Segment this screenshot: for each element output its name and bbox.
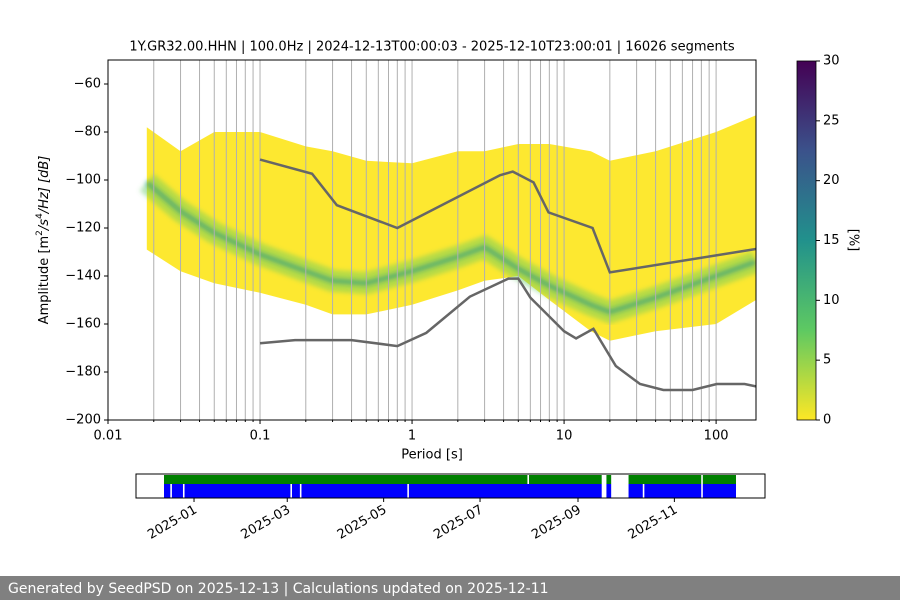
plot-area	[108, 60, 756, 420]
colorbar-tick-label: 25	[823, 113, 840, 128]
coverage-segment	[606, 475, 612, 484]
y-axis-label-part: Amplitude [m	[37, 236, 52, 325]
y-tick-label: −180	[65, 365, 101, 380]
colorbar	[796, 60, 817, 421]
y-tick-label: −140	[65, 269, 101, 284]
coverage-segment	[628, 484, 643, 498]
coverage-segment	[628, 475, 702, 484]
noise-model-line	[259, 277, 756, 392]
colorbar-tick-label: 10	[823, 293, 840, 308]
y-tick-label: −100	[65, 173, 101, 188]
time-tick-label: 2025-09	[529, 503, 584, 543]
y-tick-label: −60	[74, 77, 101, 92]
noise-model-line	[259, 158, 756, 274]
coverage-segment	[164, 475, 528, 484]
pdf-envelope	[146, 115, 756, 341]
x-tick-label: 1	[408, 429, 416, 444]
time-tick-label: 2025-01	[145, 503, 200, 543]
coverage-segment	[291, 484, 300, 498]
x-tick-label: 0.01	[94, 429, 123, 444]
plot-frame	[107, 59, 757, 421]
footer: Generated by SeedPSD on 2025-12-13 | Cal…	[0, 576, 900, 600]
coverage-segment	[408, 484, 602, 498]
y-tick-label: −80	[74, 125, 101, 140]
colorbar-label: [%]	[846, 229, 861, 252]
coverage-segment	[644, 484, 702, 498]
y-axis-label-part: /s	[37, 219, 52, 231]
y-axis-label: Amplitude [m2/s4/Hz] [dB]	[35, 156, 52, 325]
time-tick-label: 2025-11	[626, 503, 681, 543]
colorbar-tick-label: 5	[823, 353, 831, 368]
coverage-segment	[301, 484, 408, 498]
x-axis-label: Period [s]	[401, 448, 463, 463]
coverage-segment	[184, 484, 291, 498]
y-tick-label: −200	[65, 413, 101, 428]
coverage-segment	[164, 484, 171, 498]
colorbar-tick-label: 20	[823, 173, 840, 188]
x-tick-label: 10	[556, 429, 573, 444]
colorbar-tick-label: 15	[823, 233, 840, 248]
colorbar-tick-label: 30	[823, 54, 840, 69]
colorbar-tick-label: 0	[823, 413, 831, 428]
y-axis-label-part: 4	[35, 213, 45, 219]
chart: 1Y.GR32.00.HHN | 100.0Hz | 2024-12-13T00…	[35, 40, 861, 543]
x-tick-label: 100	[704, 429, 729, 444]
y-tick-label: −160	[65, 317, 101, 332]
y-axis-label-part: 2	[35, 230, 45, 236]
y-tick-label: −120	[65, 221, 101, 236]
time-tick-label: 2025-03	[238, 503, 293, 543]
coverage-segment	[171, 484, 183, 498]
x-tick-label: 0.1	[250, 429, 271, 444]
time-tick-label: 2025-05	[335, 503, 390, 543]
coverage-segment	[529, 475, 602, 484]
coverage-segment	[702, 484, 736, 498]
y-axis-label-part: /Hz] [dB]	[37, 156, 52, 215]
chart-title: 1Y.GR32.00.HHN | 100.0Hz | 2024-12-13T00…	[129, 40, 734, 55]
coverage-segment	[606, 484, 612, 498]
coverage-segment	[702, 475, 736, 484]
time-tick-label: 2025-07	[431, 503, 486, 543]
coverage-frame	[135, 473, 766, 499]
